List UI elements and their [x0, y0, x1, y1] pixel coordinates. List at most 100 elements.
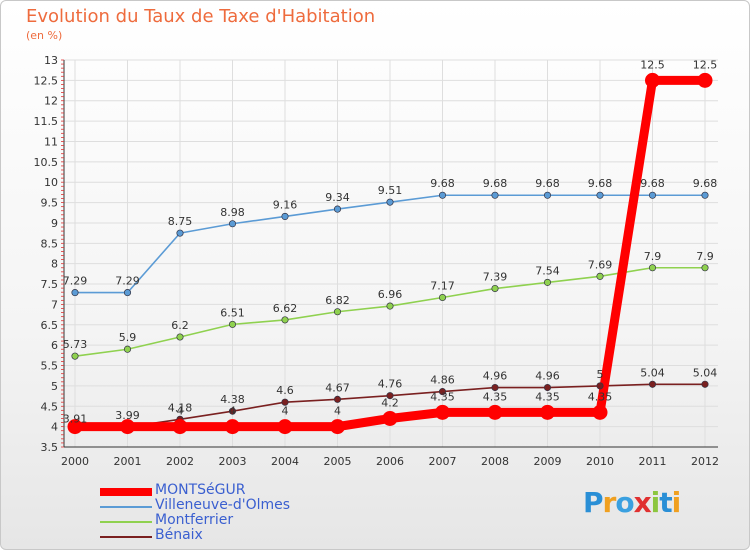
- data-label: 9.68: [588, 177, 613, 190]
- axes: 3.5 4 4.5 5 5.5 6 6.5 7 7.5 8 8.5 9 9.5 10 10.5 11 11.5 1…: [34, 54, 720, 468]
- data-point: [228, 220, 237, 228]
- legend-label: Bénaix: [155, 527, 203, 543]
- x-tick-label: 2006: [376, 455, 404, 468]
- y-tick-label: 4.5: [41, 400, 59, 413]
- x-tick-label: 2008: [481, 455, 509, 468]
- data-point: [592, 404, 608, 420]
- logo-letter: i: [650, 486, 661, 519]
- legend-label: MONTSéGUR: [155, 482, 246, 498]
- data-label: 3.91: [63, 412, 88, 425]
- data-point: [123, 289, 132, 297]
- data-label: 9.34: [325, 191, 350, 204]
- x-tick-label: 2007: [429, 455, 457, 468]
- data-label: 4.6: [276, 384, 294, 397]
- chart-title: Evolution du Taux de Taxe d'Habitation: [26, 6, 376, 27]
- data-point: [438, 388, 447, 396]
- data-label: 5.04: [693, 366, 718, 379]
- data-point: [176, 229, 184, 237]
- legend-swatch: [100, 506, 152, 508]
- data-point: [172, 419, 188, 435]
- legend-swatch: [100, 536, 152, 538]
- legend-swatch: [100, 488, 152, 496]
- data-label: 5.04: [640, 366, 665, 379]
- data-label: 9.68: [640, 177, 665, 190]
- data-label: 7.39: [483, 271, 508, 284]
- data-point: [228, 320, 237, 328]
- y-tick-label: 7: [51, 298, 58, 311]
- data-point: [281, 212, 289, 220]
- data-point: [543, 191, 552, 199]
- data-point: [382, 410, 398, 426]
- data-point: [67, 419, 83, 435]
- data-point: [701, 380, 709, 388]
- data-label: 7.9: [696, 250, 714, 263]
- data-point: [438, 293, 447, 302]
- data-label: 4: [334, 405, 341, 418]
- data-label: 7.29: [115, 275, 140, 288]
- x-tick-label: 2004: [271, 455, 299, 468]
- x-tick-label: 2012: [691, 455, 719, 468]
- x-tick-label: 2011: [639, 455, 667, 468]
- data-label: 6.62: [273, 302, 298, 315]
- data-label: 5: [597, 368, 604, 381]
- y-tick-label: 3.5: [41, 441, 59, 454]
- data-label: 4.18: [168, 401, 193, 414]
- data-point: [123, 345, 132, 353]
- data-point: [333, 395, 342, 403]
- y-tick-label: 9.5: [41, 197, 59, 210]
- data-point: [701, 191, 709, 199]
- logo-letter: o: [615, 486, 634, 519]
- x-tick-label: 2001: [114, 455, 142, 468]
- y-tick-label: 5.5: [41, 360, 59, 373]
- unit-label: (en %): [26, 29, 63, 42]
- legend-swatch: [100, 521, 152, 523]
- data-point: [596, 272, 604, 280]
- data-label: 9.68: [535, 177, 560, 190]
- data-label: 7.29: [63, 275, 88, 288]
- data-label: 6.2: [171, 319, 189, 332]
- x-tick-label: 2003: [219, 455, 247, 468]
- data-labels: 3.91 3.99 4.18 4.38 4.6 4.67 4.76 4.86 4.96 4.96 5…: [63, 58, 718, 425]
- y-tick-label: 7.5: [41, 278, 59, 291]
- x-tick-label: 2010: [586, 455, 614, 468]
- data-point: [648, 264, 657, 272]
- data-label: 6.82: [325, 294, 350, 307]
- x-tick-label: 2000: [61, 455, 89, 468]
- data-label: 4.96: [483, 370, 508, 383]
- data-label: 7.54: [535, 264, 560, 277]
- proxiti-logo: Proxiti: [583, 486, 681, 519]
- data-point: [645, 72, 660, 88]
- data-label: 4.76: [378, 378, 403, 391]
- data-point: [386, 392, 394, 400]
- data-point: [386, 198, 394, 206]
- data-point: [648, 191, 657, 199]
- data-point: [435, 404, 450, 420]
- data-label: 4: [229, 405, 236, 418]
- y-tick-label: 6.5: [41, 319, 59, 332]
- y-tick-label: 4: [51, 421, 58, 434]
- data-label: 9.51: [378, 184, 403, 197]
- data-label: 4.35: [430, 390, 455, 403]
- legend-label: Villeneuve-d'Olmes: [155, 497, 291, 513]
- y-tick-label: 10.5: [34, 156, 59, 169]
- data-point: [491, 284, 499, 293]
- y-tick-label: 8: [51, 258, 58, 271]
- y-tick-label: 12: [44, 95, 58, 108]
- data-point: [386, 302, 394, 310]
- data-point: [596, 382, 604, 390]
- y-tick-label: 5: [51, 380, 58, 393]
- data-label: 4.2: [381, 396, 399, 409]
- data-label: 4.38: [220, 393, 245, 406]
- data-label: 5.9: [119, 331, 137, 344]
- x-tick-label: 2009: [534, 455, 562, 468]
- data-label: 5.73: [63, 338, 88, 351]
- data-label: 6.96: [378, 288, 403, 301]
- data-label: 4.67: [325, 381, 350, 394]
- data-point: [71, 352, 79, 360]
- data-point: [701, 264, 709, 272]
- y-tick-label: 8.5: [41, 237, 59, 250]
- data-label: 4.35: [483, 390, 508, 403]
- x-tick-label: 2005: [324, 455, 352, 468]
- data-point: [330, 419, 345, 435]
